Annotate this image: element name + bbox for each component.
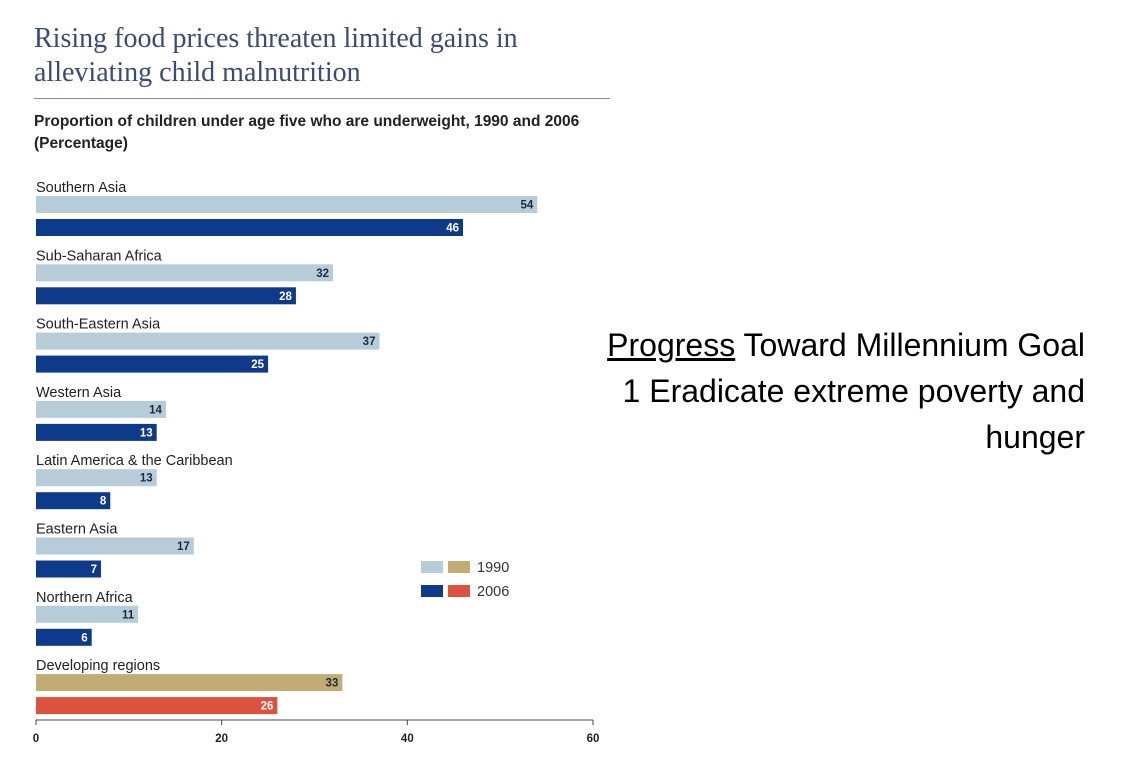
category-label-eastern-asia: Eastern Asia [36, 522, 118, 538]
data-label-2006-latin-america-the-caribbean: 8 [100, 496, 107, 508]
side-note: Progress Toward Millennium Goal 1 Eradic… [605, 322, 1085, 460]
data-label-2006-south-eastern-asia: 25 [251, 359, 264, 371]
data-label-1990-western-asia: 14 [149, 404, 162, 416]
data-label-1990-southern-asia: 54 [521, 200, 534, 212]
data-label-2006-developing-regions: 26 [261, 701, 274, 713]
category-label-northern-africa: Northern Africa [36, 590, 134, 606]
data-label-1990-eastern-asia: 17 [177, 541, 190, 553]
bar-2006-latin-america-the-caribbean [36, 492, 111, 510]
data-label-2006-eastern-asia: 7 [91, 564, 97, 576]
bar-chart: Southern Asia 54 46 Sub-Saharan Africa 32 28 S… [33, 180, 600, 745]
data-label-2006-southern-asia: 46 [446, 223, 459, 235]
bar-1990-western-asia [36, 400, 166, 418]
legend-label-1990: 1990 [477, 560, 509, 576]
x-tick-label-20: 20 [215, 733, 228, 745]
bar-2006-western-asia [36, 423, 157, 441]
category-label-south-eastern-asia: South-Eastern Asia [36, 317, 161, 333]
data-label-2006-sub-saharan-africa: 28 [279, 291, 292, 303]
bar-1990-southern-asia [36, 196, 538, 213]
legend-swatch-aggregate-2006 [448, 585, 470, 597]
x-tick-label-40: 40 [401, 733, 414, 745]
category-label-developing-regions: Developing regions [36, 658, 160, 674]
bar-1990-eastern-asia [36, 537, 194, 555]
bar-2006-south-eastern-asia [36, 355, 269, 373]
legend-swatch-1990 [421, 561, 443, 573]
chart-unit: (Percentage) [34, 135, 128, 152]
bar-1990-northern-africa [36, 605, 139, 623]
data-label-1990-developing-regions: 33 [326, 678, 339, 690]
data-label-2006-northern-africa: 6 [81, 632, 87, 644]
x-tick-label-0: 0 [33, 733, 39, 745]
x-tick-label-60: 60 [587, 733, 600, 745]
category-label-southern-asia: Southern Asia [36, 180, 127, 196]
category-label-sub-saharan-africa: Sub-Saharan Africa [36, 248, 163, 264]
bar-2006-developing-regions [36, 697, 278, 715]
data-label-1990-sub-saharan-africa: 32 [316, 268, 329, 280]
category-label-western-asia: Western Asia [36, 385, 122, 401]
data-label-1990-latin-america-the-caribbean: 13 [140, 473, 153, 485]
bar-1990-developing-regions [36, 674, 343, 692]
side-note-text: Toward Millennium Goal 1 Eradicate extre… [622, 327, 1085, 455]
title-rule [34, 98, 610, 99]
legend-swatch-2006 [421, 585, 443, 597]
data-label-1990-south-eastern-asia: 37 [363, 336, 376, 348]
bar-1990-south-eastern-asia [36, 332, 380, 350]
side-note-highlight: Progress [607, 327, 736, 363]
bar-2006-eastern-asia [36, 560, 101, 578]
bar-1990-sub-saharan-africa [36, 264, 334, 282]
bar-2006-southern-asia [36, 219, 464, 236]
data-label-2006-western-asia: 13 [140, 427, 153, 439]
bar-1990-latin-america-the-caribbean [36, 469, 157, 487]
chart-title: Rising food prices threaten limited gain… [34, 23, 518, 88]
legend-swatch-aggregate-1990 [448, 561, 470, 573]
bar-2006-northern-africa [36, 628, 92, 646]
chart-subtitle: Proportion of children under age five wh… [34, 113, 580, 130]
bar-2006-sub-saharan-africa [36, 287, 296, 305]
data-label-1990-northern-africa: 11 [122, 609, 135, 621]
category-label-latin-america-the-caribbean: Latin America & the Caribbean [36, 453, 233, 469]
legend-label-2006: 2006 [477, 584, 509, 600]
